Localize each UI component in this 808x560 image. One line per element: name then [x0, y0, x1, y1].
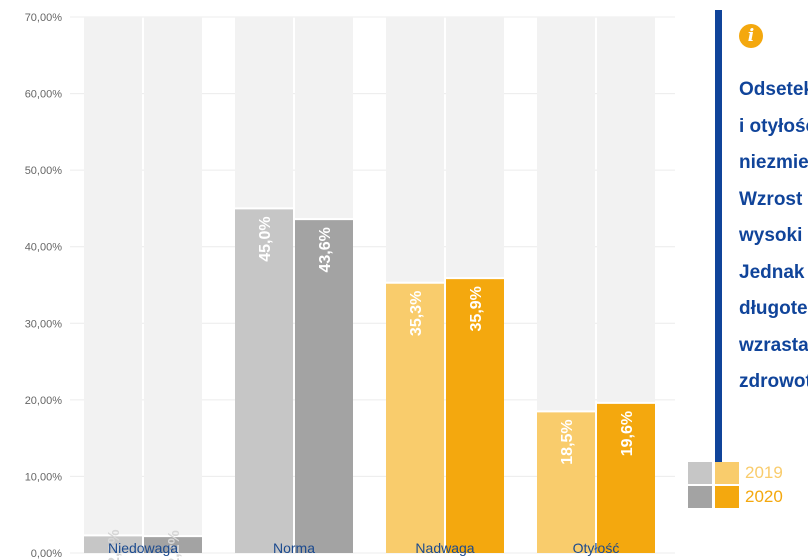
info-line: wzrasta ryzyko — [739, 334, 808, 356]
info-line: długoterminowej — [739, 298, 808, 319]
legend-swatch-orange-2020 — [715, 486, 739, 508]
bar — [386, 282, 444, 553]
y-tick-label: 0,00% — [31, 548, 62, 560]
bar — [295, 219, 353, 554]
info-line: Wzrost nie jest — [739, 188, 808, 210]
bar — [446, 278, 504, 553]
legend-swatch-grey-2019 — [688, 462, 712, 484]
value-label: 43,6% — [317, 227, 334, 272]
y-tick-label: 20,00% — [25, 395, 63, 407]
value-label: 35,9% — [468, 286, 485, 331]
value-label: 45,0% — [257, 216, 274, 261]
bar-background — [144, 17, 202, 553]
value-label: 35,3% — [408, 291, 425, 336]
info-line: niezmiennie rośnie. — [739, 152, 808, 173]
info-line: wysoki rok do roku. — [739, 225, 808, 246]
bar — [537, 411, 595, 553]
bar — [597, 402, 655, 553]
y-tick-label: 70,00% — [25, 12, 63, 24]
legend-item-2020: 2020 — [688, 485, 783, 509]
category-label: Nadwaga — [415, 540, 474, 556]
category-label: Norma — [273, 540, 315, 556]
y-tick-label: 40,00% — [25, 242, 63, 254]
legend-label-2019: 2019 — [745, 463, 783, 482]
info-line: Jednak w perspektywie — [739, 261, 808, 283]
value-label: 2,3% — [106, 529, 123, 560]
bar — [84, 535, 142, 553]
value-label: 2,2% — [166, 530, 183, 560]
legend-label-2020: 2020 — [745, 487, 783, 506]
y-tick-label: 30,00% — [25, 318, 63, 330]
bar-chart: 0,00% 10,00% 20,00% 30,00% 40,00% 50,00% 60,00… — [25, 12, 675, 560]
value-label: 19,6% — [619, 411, 636, 456]
value-label: 18,5% — [559, 419, 576, 464]
info-accent-bar — [715, 10, 722, 472]
y-tick-label: 50,00% — [25, 165, 63, 177]
info-line: Odsetek osób z nadwagą — [739, 79, 808, 100]
bar — [235, 208, 293, 553]
y-tick-label: 60,00% — [25, 89, 63, 101]
category-label: Niedowaga — [108, 540, 178, 556]
bar — [144, 536, 202, 553]
info-line: i otyłością w Polsce — [739, 115, 808, 137]
y-tick-label: 10,00% — [25, 471, 63, 483]
category-label: Otyłość — [573, 540, 620, 556]
bar-background — [84, 17, 142, 553]
info-line: zdrowotne. — [739, 371, 808, 392]
info-icon: i — [739, 24, 763, 48]
info-text: Odsetek osób z nadwagą i otyłością w Pol… — [739, 72, 808, 401]
legend-item-2019: 2019 — [688, 461, 783, 485]
legend-swatch-grey-2020 — [688, 486, 712, 508]
legend: 2019 2020 — [688, 461, 783, 509]
legend-swatch-orange-2019 — [715, 462, 739, 484]
